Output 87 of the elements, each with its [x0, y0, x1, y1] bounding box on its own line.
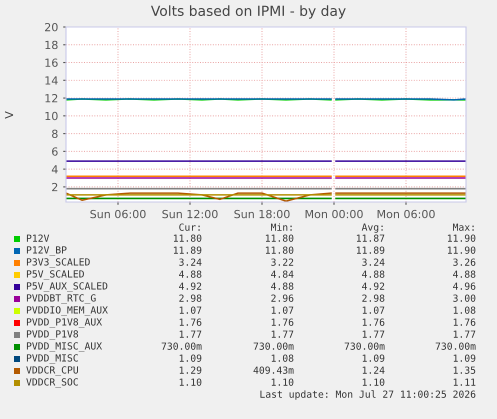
text: 1.77	[180, 330, 202, 338]
x-tick-label: Mon 06:00	[378, 210, 435, 218]
text: 4.88	[271, 282, 294, 290]
text: 3.22	[271, 258, 294, 266]
text: Min:	[270, 223, 292, 231]
text: 4.92	[362, 282, 384, 290]
y-tick-label: 16	[45, 58, 58, 67]
y-tick-label: 4	[52, 165, 58, 174]
y-tick-label: 18	[45, 40, 58, 50]
text: Max:	[452, 224, 474, 231]
x-tick-label: Mon 00:00	[306, 210, 363, 218]
text: 1.09	[454, 354, 476, 362]
y-tick-label: 2	[52, 182, 58, 192]
legend-label: PVDD_P1V8_AUX	[26, 318, 102, 328]
legend-label: VDDCR_CPU	[26, 366, 78, 376]
text: 1.35	[454, 366, 476, 374]
text: 730.00m	[162, 342, 202, 350]
y-tick-label: 20	[45, 22, 58, 32]
text: 1.77	[454, 330, 476, 338]
text: 4.88	[453, 270, 476, 278]
text: 11.80	[266, 234, 294, 242]
text: 730.00m	[344, 342, 385, 350]
text: 4.92	[179, 282, 202, 290]
text: 11.80	[174, 234, 202, 242]
legend-label: P5V_SCALED	[26, 270, 84, 280]
legend-label: P12V_BP	[26, 246, 67, 256]
text: 11.89	[174, 246, 202, 254]
y-tick-label: 12	[45, 94, 58, 102]
text: Cur:	[179, 223, 200, 231]
text: 1.07	[272, 306, 294, 314]
text: 1.29	[180, 366, 202, 374]
text: 4.84	[271, 270, 294, 278]
text: 1.10	[362, 378, 384, 386]
text: 11.90	[448, 246, 476, 254]
text: 1.07	[362, 306, 384, 314]
text: 11.90	[448, 234, 476, 242]
y-tick-label: 10	[45, 112, 58, 120]
text: 4.96	[453, 282, 476, 290]
text: 1.08	[454, 306, 476, 314]
text: 1.24	[362, 366, 385, 374]
y-tick-label: 6	[52, 147, 58, 156]
text: 2.98	[179, 294, 202, 302]
text: 409.43m	[254, 366, 294, 374]
text: Avg:	[362, 224, 383, 233]
text: 730.00m	[254, 342, 294, 350]
text: 1.76	[272, 318, 294, 326]
text: 1.10	[272, 378, 294, 386]
y-axis-title: V	[4, 111, 14, 119]
chart-title: Volts based on IPMI - by day	[150, 5, 346, 19]
text: 1.77	[272, 330, 294, 338]
legend-label: PVDDIO_MEM_AUX	[26, 306, 108, 316]
text: 1.76	[454, 318, 476, 326]
text: 1.07	[180, 306, 202, 314]
text: 4.88	[362, 270, 384, 278]
text: 1.76	[180, 318, 202, 326]
text: 11.87	[356, 234, 384, 242]
text: 1.11	[454, 378, 476, 386]
x-tick-label: Sun 18:00	[234, 210, 290, 218]
legend-label: PVDDBT_RTC_G	[26, 294, 96, 304]
legend-label: PVDD_MISC_AUX	[26, 342, 102, 352]
text: 730.00m	[436, 342, 476, 350]
text: Last update: Mon Jul 27 11:00:25 2026	[260, 390, 476, 400]
y-tick-label: 8	[52, 130, 58, 138]
legend-label: P12V	[26, 234, 50, 242]
legend-label: P3V3_SCALED	[26, 258, 90, 268]
text: 1.08	[272, 354, 294, 362]
text: 3.24	[362, 258, 385, 266]
text: 1.09	[362, 354, 384, 362]
legend-label: PVDD_P1V8	[26, 330, 78, 340]
text: 11.80	[266, 246, 294, 254]
text: 3.00	[453, 294, 476, 302]
text: 1.76	[362, 318, 384, 326]
text: 11.89	[356, 246, 384, 254]
text: 1.10	[180, 378, 202, 386]
text: 3.26	[453, 258, 476, 266]
text: 1.77	[362, 330, 384, 338]
legend-label: P5V_AUX_SCALED	[26, 282, 108, 292]
text: 3.24	[179, 258, 202, 266]
x-tick-label: Sun 12:00	[162, 210, 218, 218]
x-tick-label: Sun 06:00	[90, 210, 146, 218]
y-tick-label: 14	[45, 76, 58, 85]
text: 2.98	[362, 294, 384, 302]
text: 1.09	[180, 354, 202, 362]
text: 2.96	[271, 294, 294, 302]
legend-label: VDDCR_SOC	[26, 378, 78, 388]
text: 4.88	[179, 270, 202, 278]
legend-label: PVDD_MISC	[26, 354, 78, 364]
